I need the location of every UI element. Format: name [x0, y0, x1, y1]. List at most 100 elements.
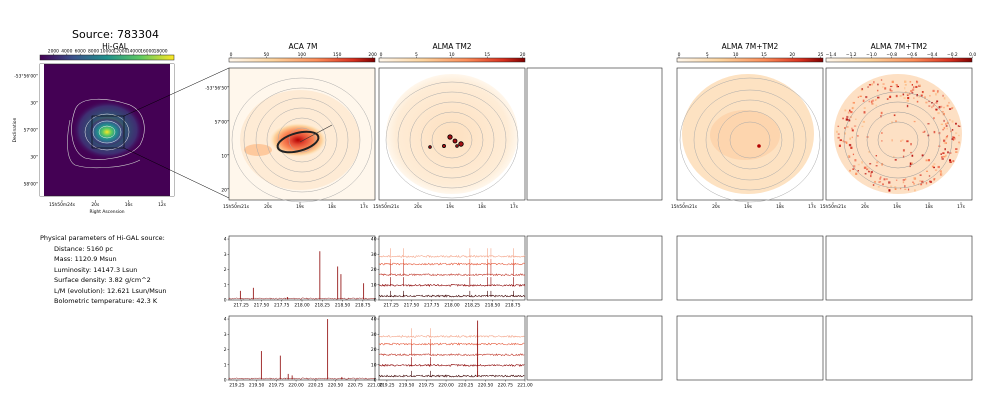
noise-pixel [889, 85, 893, 88]
alma7mtm2-contours [679, 77, 821, 203]
noise-pixel [903, 80, 907, 83]
noise-pixel [866, 168, 868, 171]
noise-pixel [861, 88, 864, 90]
noise-pixel [895, 94, 898, 98]
colorbar-tick-label: 0 [380, 52, 383, 58]
x-tick-label: 218.75 [505, 303, 521, 309]
noise-pixel [952, 160, 955, 163]
noise-pixel [896, 84, 898, 87]
spectrum-frame [378, 235, 526, 301]
noise-pixel [880, 111, 883, 115]
x-tick-label: 17s [510, 204, 519, 210]
noise-pixel [911, 88, 915, 91]
x-tick-label: 217.75 [274, 303, 290, 309]
noise-pixel [943, 106, 945, 109]
colorbar-tick-label: 12000 [113, 49, 127, 55]
colorbar-tick-label: −0.4 [927, 52, 938, 58]
noise-pixel [940, 123, 943, 126]
noise-pixel [913, 182, 916, 185]
noise-pixel [940, 105, 943, 108]
noise-pixel [881, 132, 883, 134]
noise-pixel [844, 127, 846, 130]
colorbar-tick-label: 6000 [75, 49, 86, 55]
noise-pixel [849, 169, 851, 172]
noise-pixel [958, 134, 960, 137]
noise-pixel [873, 81, 875, 84]
x-tick-label: 220.50 [328, 383, 344, 389]
x-tick-label: 15h50m21s [820, 204, 847, 210]
noise-pixel [869, 163, 872, 165]
colorbar-tick-label: 50 [264, 52, 270, 58]
param-surface-density: Surface density: 3.82 g/cm^2 [54, 276, 151, 284]
noise-pixel [921, 91, 924, 93]
noise-pixel [948, 101, 950, 104]
noise-pixel [906, 104, 909, 108]
y-tick-label: 10" [221, 154, 229, 160]
spectrum-frame [228, 315, 376, 381]
noise-pixel [928, 100, 930, 103]
noise-pixel [933, 117, 935, 120]
noise-pixel [929, 180, 931, 183]
noise-pixel [870, 172, 872, 175]
aca7m-emission-core [268, 122, 328, 158]
noise-pixel [900, 140, 902, 142]
noise-pixel [952, 136, 956, 139]
colorbar-tick-label: 0 [230, 52, 233, 58]
noise-pixel [866, 136, 869, 138]
noise-pixel [861, 125, 864, 128]
x-tick-label: 20s [264, 204, 273, 210]
noise-pixel [844, 109, 847, 112]
noise-pixel [955, 148, 958, 150]
noise-pixel [943, 119, 945, 122]
aca7m-fov-ellipse [276, 130, 320, 154]
noise-pixel [857, 163, 860, 166]
noise-pixel [859, 95, 862, 98]
noise-pixel [879, 177, 881, 180]
noise-pixel [906, 140, 909, 143]
x-tick-label: 17s [808, 204, 817, 210]
y-tick-label: -53°56'00" [14, 74, 38, 80]
noise-pixel [919, 174, 922, 176]
x-tick-label: 19s [893, 204, 902, 210]
almatm2-panel: 0 5 10 15 20 15h50m21s 20s 19s 18s 17s [373, 52, 526, 210]
colorbar-tick-label: 100 [298, 52, 307, 58]
empty-spectrum-6 [825, 315, 973, 381]
alma7mtm2-colorbar-ticks: 0 5 10 15 20 25 [678, 52, 824, 58]
x-tick-label: 218.00 [444, 303, 460, 309]
noise-pixel [872, 102, 875, 105]
noise-pixel [857, 96, 860, 98]
spectrum-trace [378, 334, 525, 338]
noise-pixel [902, 181, 905, 184]
noise-pixel [922, 131, 925, 133]
spec-tm2-bot: 219.25 219.50 219.75 220.00 220.25 220.50 220.… [371, 315, 533, 389]
noise-pixel [886, 98, 889, 100]
x-tick-label: 20s [91, 202, 100, 208]
colorbar-tick-label: 5 [415, 52, 418, 58]
x-tick-label: 19s [296, 204, 305, 210]
higal-panel: 2000 4000 6000 8000 10000 12000 14000 16000 1800… [12, 49, 175, 215]
spectrum-trace [378, 353, 525, 357]
noise-pixel [911, 162, 913, 165]
noise-pixel [910, 90, 913, 92]
noise-pixel [902, 179, 906, 181]
empty-spectrum-3 [825, 235, 973, 301]
noise-pixel [837, 125, 840, 128]
noise-pixel [933, 178, 935, 181]
noise-pixel [911, 154, 914, 157]
noise-pixel [940, 172, 943, 175]
noise-pixel [894, 187, 897, 191]
higal-xlabel: Right Ascension [89, 209, 124, 215]
noise-pixel [945, 137, 948, 140]
noise-pixel [902, 149, 905, 152]
noise-pixel [854, 159, 857, 162]
noise-pixel [848, 154, 850, 158]
x-tick-label: 20s [861, 204, 870, 210]
noise-pixel [924, 96, 926, 99]
y-tick-label: 0 [224, 378, 227, 384]
alma7mtm2-panel: 0 5 10 15 20 25 15h50m21s 20s 19s 18s 17s [671, 52, 824, 210]
noise-pixel [895, 120, 897, 123]
higal-source-core [89, 118, 125, 146]
param-temperature: Bolometric temperature: 42.3 K [54, 297, 158, 305]
noise-pixel [855, 172, 858, 176]
y-tick-label: 2 [224, 267, 227, 273]
